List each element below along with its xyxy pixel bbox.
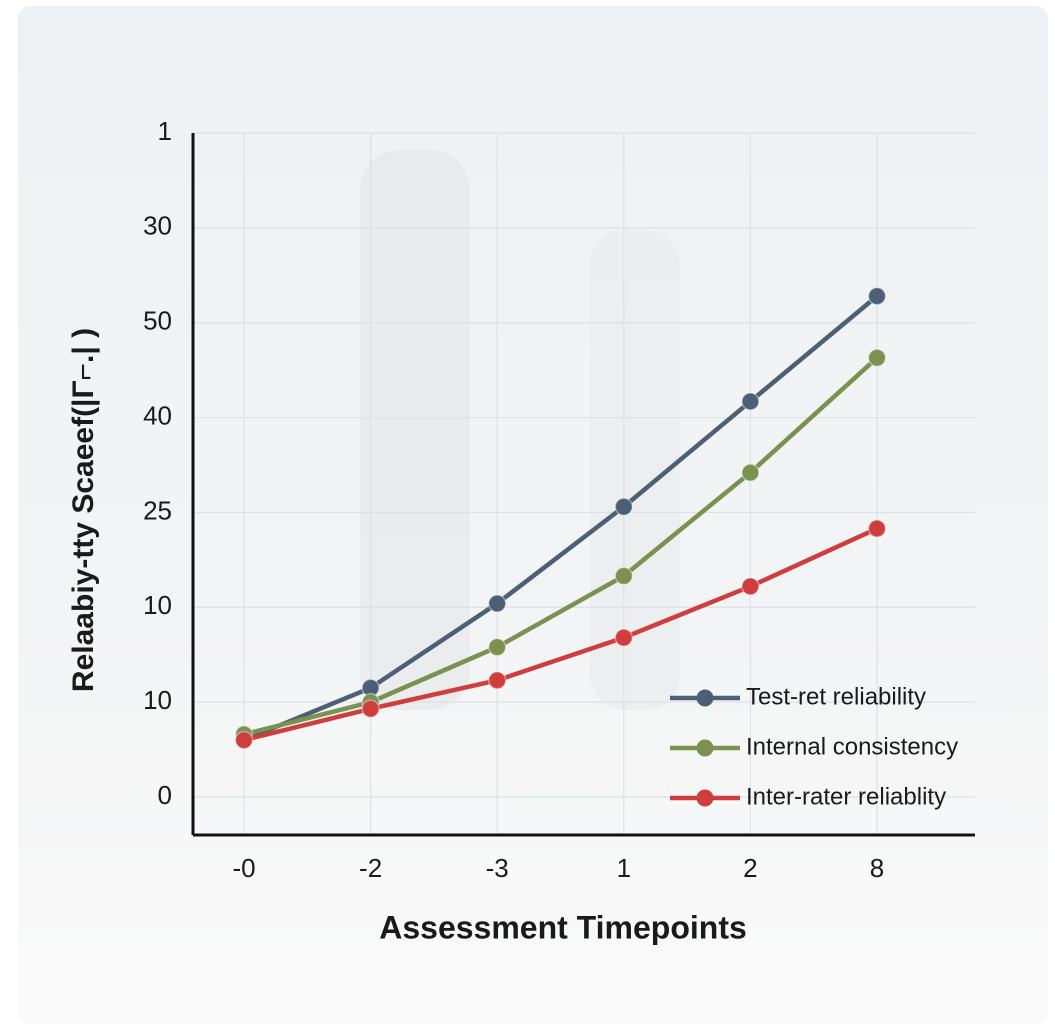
legend-label: Test-ret reliability (746, 683, 926, 710)
x-tick-label: -0 (232, 853, 255, 883)
background (18, 6, 1048, 1024)
y-axis-title: Relaabiy-tty Scaeef(|Γ⌐.| ) (67, 328, 100, 692)
data-point (615, 498, 632, 515)
data-point (742, 578, 759, 595)
x-tick-label: -2 (359, 853, 382, 883)
y-tick-label: 25 (143, 495, 172, 525)
data-point (869, 349, 886, 366)
chart: Relaabiy-tty Scaeef(|Γ⌐.| ) Assessment T… (0, 0, 1055, 1028)
data-point (742, 464, 759, 481)
data-point (615, 629, 632, 646)
legend-marker (697, 740, 714, 757)
x-axis-title: Assessment Timepoints (379, 909, 747, 945)
y-tick-label: 10 (143, 685, 172, 715)
data-point (489, 595, 506, 612)
x-tick-label: 1 (617, 853, 631, 883)
legend-label: Inter-rater reliablity (746, 783, 946, 810)
y-tick-label: 1 (158, 116, 172, 146)
data-point (869, 520, 886, 537)
data-point (362, 700, 379, 717)
data-point (489, 672, 506, 689)
legend-marker (697, 790, 714, 807)
legend-label: Internal consistency (746, 733, 958, 760)
y-tick-label: 10 (143, 590, 172, 620)
x-tick-label: -3 (486, 853, 509, 883)
y-tick-label: 50 (143, 306, 172, 336)
data-point (615, 567, 632, 584)
legend-marker (697, 690, 714, 707)
background-figure (360, 150, 470, 710)
data-point (869, 288, 886, 305)
x-tick-label: 2 (743, 853, 757, 883)
y-tick-label: 30 (143, 211, 172, 241)
data-point (489, 639, 506, 656)
y-tick-label: 0 (158, 780, 172, 810)
y-tick-label: 40 (143, 400, 172, 430)
data-point (236, 732, 253, 749)
x-tick-label: 8 (870, 853, 884, 883)
data-point (742, 393, 759, 410)
